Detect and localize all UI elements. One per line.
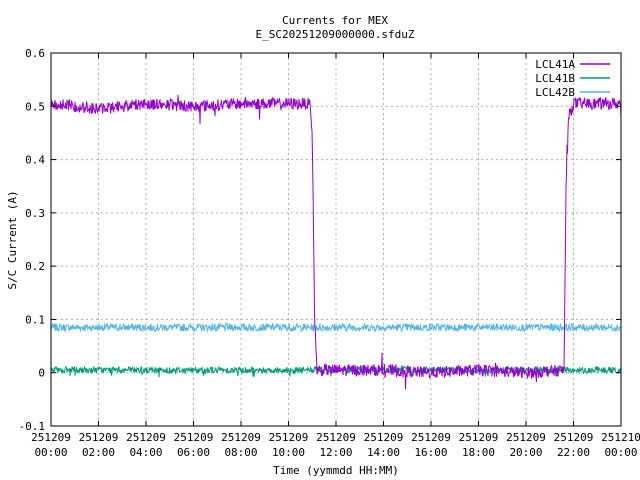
x-tick-label-time: 16:00	[414, 446, 447, 459]
x-tick-label-time: 20:00	[509, 446, 542, 459]
x-tick-label-date: 251209	[554, 431, 594, 444]
x-tick-label-date: 251210	[601, 431, 640, 444]
x-tick-label-date: 251209	[506, 431, 546, 444]
grid	[51, 53, 621, 426]
x-axis-label: Time (yymmdd HH:MM)	[273, 464, 399, 477]
x-tick-label-time: 06:00	[177, 446, 210, 459]
x-tick-label-date: 251209	[364, 431, 404, 444]
chart-title: Currents for MEX	[282, 14, 388, 27]
x-tick-label-date: 251209	[126, 431, 166, 444]
x-axis: 251209 00:00 251209 02:00 251209 04:00 251209 0…	[31, 53, 640, 459]
x-tick-label-time: 12:00	[319, 446, 352, 459]
legend-label: LCL41B	[535, 72, 575, 85]
x-tick-label-time: 00:00	[604, 446, 637, 459]
y-axis: -0.1 0 0.1 0.2 0.3 0.4 0.5 0.6	[19, 47, 621, 433]
y-tick-label: 0.4	[25, 154, 45, 167]
x-tick-label-time: 22:00	[557, 446, 590, 459]
x-tick-label-date: 251209	[221, 431, 261, 444]
x-tick-label-date: 251209	[316, 431, 356, 444]
legend-label: LCL41A	[535, 58, 575, 71]
y-tick-label: 0.6	[25, 47, 45, 60]
series-line-lcl41a	[50, 94, 622, 390]
series-layer	[50, 94, 622, 390]
y-tick-label: 0.3	[25, 207, 45, 220]
x-tick-label-time: 14:00	[367, 446, 400, 459]
y-tick-label: 0.5	[25, 100, 45, 113]
x-tick-label-time: 08:00	[224, 446, 257, 459]
x-tick-label-time: 18:00	[462, 446, 495, 459]
y-tick-label: 0.1	[25, 313, 45, 326]
series-line-lcl42b	[50, 321, 622, 333]
y-axis-label: S/C Current (A)	[6, 190, 19, 289]
x-tick-label-date: 251209	[31, 431, 71, 444]
x-tick-label-date: 251209	[79, 431, 119, 444]
series-line-lcl41b	[50, 365, 622, 378]
y-tick-label: -0.1	[19, 420, 46, 433]
x-tick-label-time: 10:00	[272, 446, 305, 459]
chart-subtitle: E_SC20251209000000.sfduZ	[256, 28, 415, 41]
x-tick-label-time: 04:00	[129, 446, 162, 459]
x-tick-label-date: 251209	[269, 431, 309, 444]
x-tick-label-date: 251209	[411, 431, 451, 444]
y-tick-label: 0	[38, 367, 45, 380]
x-tick-label-time: 00:00	[34, 446, 67, 459]
legend-label: LCL42B	[535, 86, 575, 99]
y-tick-label: 0.2	[25, 260, 45, 273]
x-tick-label-date: 251209	[174, 431, 214, 444]
x-tick-label-date: 251209	[459, 431, 499, 444]
x-tick-label-time: 02:00	[82, 446, 115, 459]
